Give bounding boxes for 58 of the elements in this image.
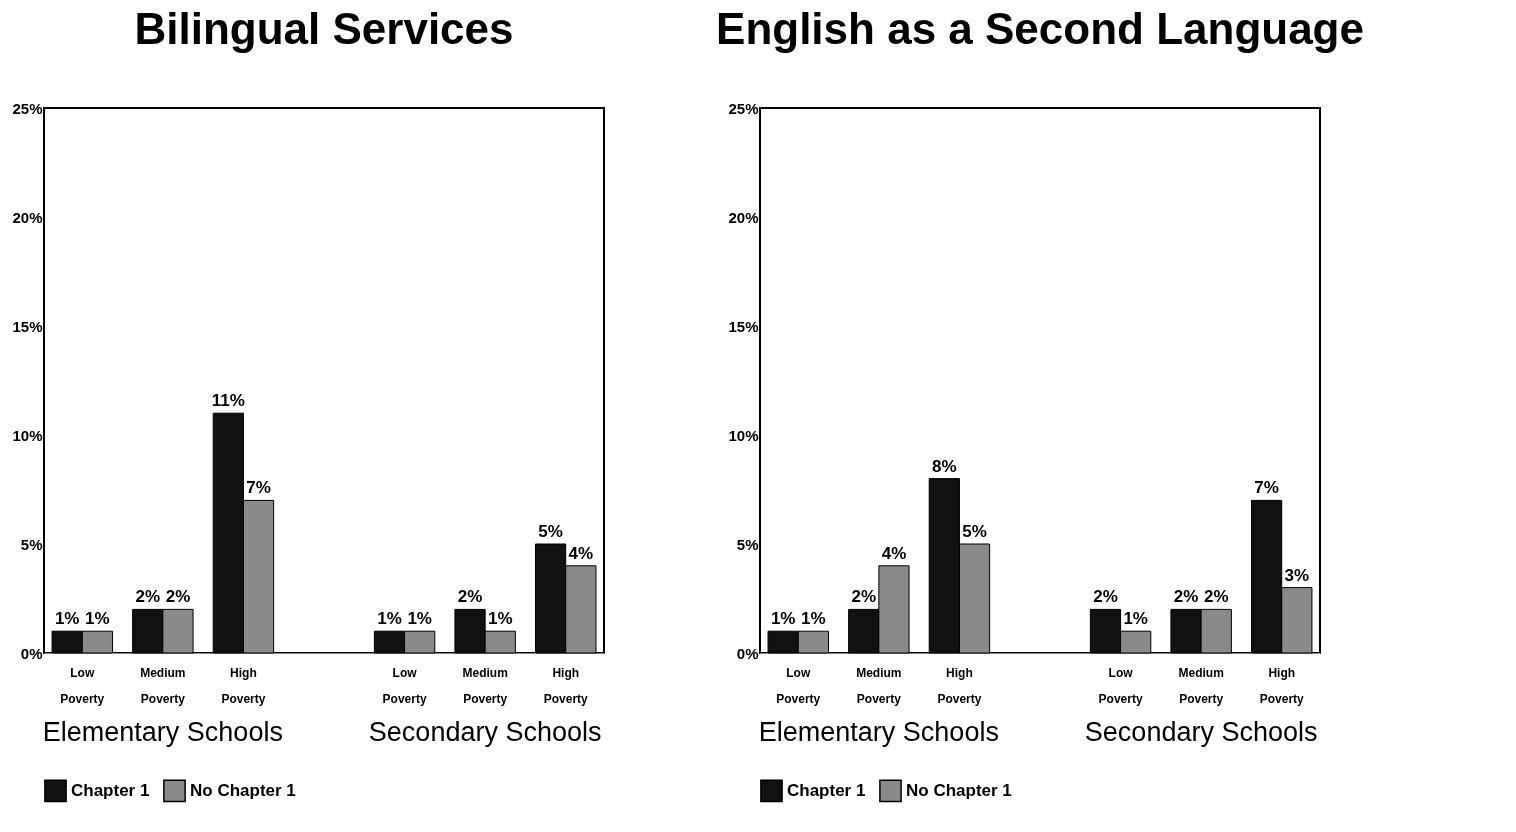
y-tick-label: 20% xyxy=(728,208,759,226)
y-tick-label: 25% xyxy=(12,99,43,117)
x-tick-label: High Poverty xyxy=(543,665,589,706)
y-tick-label: 20% xyxy=(12,208,43,226)
legend-label: Chapter 1 xyxy=(787,780,866,800)
x-tick-label: Medium Poverty xyxy=(140,665,186,706)
data-label: 3% xyxy=(1284,565,1310,585)
data-label: 2% xyxy=(851,587,877,607)
y-tick-label: 5% xyxy=(736,535,759,553)
y-tick-label: 10% xyxy=(728,426,759,444)
x-tick-label: High Poverty xyxy=(1259,665,1305,706)
legend-label: Chapter 1 xyxy=(71,780,150,800)
data-label: 7% xyxy=(246,478,271,498)
y-tick-label: 15% xyxy=(728,317,759,335)
data-label: 7% xyxy=(1254,478,1279,498)
data-label: 11% xyxy=(211,391,245,411)
data-label: 2% xyxy=(457,587,483,607)
y-tick-label: 0% xyxy=(20,644,43,662)
text: Elementary Schools xyxy=(758,717,999,747)
text: Secondary Schools xyxy=(1084,717,1318,747)
y-tick-label: 5% xyxy=(20,535,43,553)
x-tick-label: Low Poverty xyxy=(382,665,427,706)
x-tick-label: High Poverty xyxy=(937,665,982,706)
data-label: 2% xyxy=(135,587,161,607)
text: Elementary Schools xyxy=(42,717,283,747)
data-label: 1% xyxy=(407,609,432,629)
x-tick-label: Low Poverty xyxy=(776,665,821,706)
data-label: 8% xyxy=(932,456,957,476)
x-tick-label: High Poverty xyxy=(221,665,266,706)
data-label: 1% xyxy=(377,609,402,629)
x-tick-label: Low Poverty xyxy=(60,665,105,706)
data-label: 1% xyxy=(85,609,110,629)
x-tick-label: Medium Poverty xyxy=(462,665,508,706)
data-label: 2% xyxy=(1173,587,1199,607)
data-label: 4% xyxy=(568,543,594,563)
y-tick-label: 25% xyxy=(728,99,759,117)
x-tick-label: Low Poverty xyxy=(1098,665,1143,706)
legend-label: No Chapter 1 xyxy=(906,780,1012,800)
legend-label: No Chapter 1 xyxy=(190,780,296,800)
chart-title: English as a Second Language xyxy=(716,4,1364,53)
text: Secondary Schools xyxy=(368,717,602,747)
data-label: 2% xyxy=(1203,587,1229,607)
x-tick-label: Medium Poverty xyxy=(856,665,902,706)
data-label: 1% xyxy=(1123,609,1148,629)
data-label: 2% xyxy=(165,587,191,607)
data-label: 1% xyxy=(54,609,80,629)
data-label: 1% xyxy=(801,609,826,629)
y-tick-label: 10% xyxy=(12,426,43,444)
data-label: 2% xyxy=(1093,587,1118,607)
x-tick-label: Medium Poverty xyxy=(1178,665,1224,706)
y-tick-label: 0% xyxy=(736,644,759,662)
chart-title: Bilingual Services xyxy=(134,4,514,53)
data-label: 1% xyxy=(770,609,796,629)
data-label: 4% xyxy=(881,543,907,563)
data-label: 5% xyxy=(962,522,987,541)
data-label: 1% xyxy=(487,609,513,629)
y-tick-label: 15% xyxy=(12,317,43,335)
data-label: 5% xyxy=(538,522,563,541)
